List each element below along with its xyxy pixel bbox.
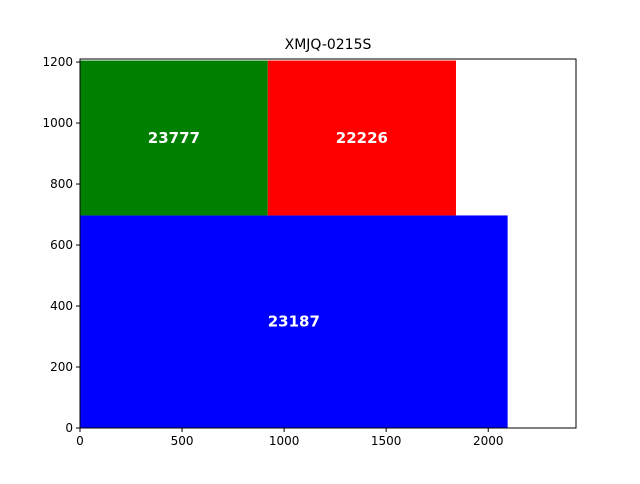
rectangles-layer (80, 60, 508, 428)
rectangle-labels-layer: 23187 23777 22226 (148, 129, 388, 331)
treemap-label-23187: 23187 (268, 313, 320, 331)
x-tick-label: 0 (76, 434, 84, 448)
y-axis: 0 200 400 600 800 1000 1200 (42, 55, 80, 435)
treemap-rect-23187 (80, 215, 508, 428)
y-tick-label: 200 (50, 360, 73, 374)
x-tick-label: 1500 (371, 434, 402, 448)
x-axis: 0 500 1000 1500 2000 (76, 428, 504, 448)
x-tick-label: 1000 (269, 434, 300, 448)
chart-title: XMJQ-0215S (285, 37, 372, 53)
y-tick-label: 0 (65, 421, 73, 435)
treemap-label-22226: 22226 (336, 129, 388, 147)
axes-frame (79, 58, 577, 429)
y-tick-label: 400 (50, 299, 73, 313)
y-tick-label: 1000 (42, 116, 73, 130)
y-tick-label: 800 (50, 177, 73, 191)
y-tick-label: 1200 (42, 55, 73, 69)
treemap-rect-22226 (267, 60, 456, 216)
treemap-rect-23777 (80, 60, 268, 216)
x-tick-label: 500 (171, 434, 194, 448)
x-tick-label: 2000 (473, 434, 504, 448)
y-tick-label: 600 (50, 238, 73, 252)
treemap-label-23777: 23777 (148, 129, 200, 147)
